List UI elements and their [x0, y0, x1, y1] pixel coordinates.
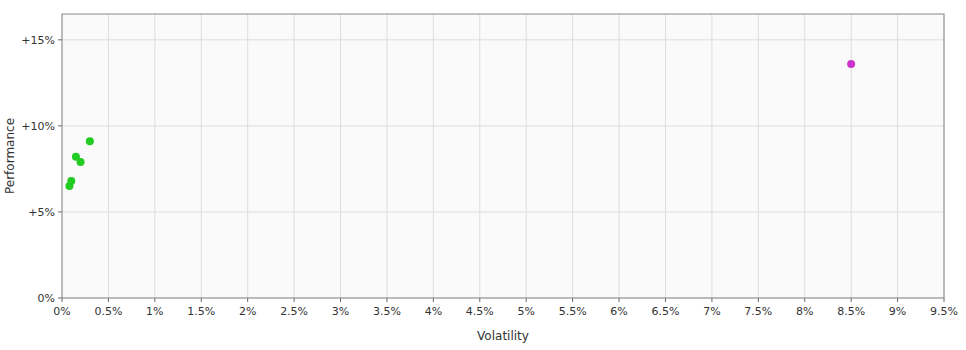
x-tick-label: 5%: [517, 305, 534, 318]
x-grid-line: [108, 14, 109, 298]
x-tick-mark: [758, 298, 759, 302]
x-tick-label: 4%: [425, 305, 442, 318]
x-grid-line: [340, 14, 341, 298]
x-grid-line: [711, 14, 712, 298]
x-tick-mark: [340, 298, 341, 302]
plot-frame: [62, 14, 944, 298]
x-tick-mark: [526, 298, 527, 302]
y-tick-mark: [58, 298, 62, 299]
x-axis-label: Volatility: [477, 329, 529, 343]
y-tick-mark: [58, 211, 62, 212]
x-tick-mark: [62, 298, 63, 302]
x-tick-label: 2.5%: [280, 305, 308, 318]
x-tick-mark: [294, 298, 295, 302]
x-tick-mark: [804, 298, 805, 302]
x-tick-label: 0%: [53, 305, 70, 318]
x-tick-label: 7.5%: [744, 305, 772, 318]
x-tick-label: 1.5%: [187, 305, 215, 318]
x-grid-line: [572, 14, 573, 298]
x-tick-label: 2%: [239, 305, 256, 318]
x-grid-line: [897, 14, 898, 298]
y-grid-line: [62, 39, 944, 40]
x-tick-mark: [433, 298, 434, 302]
x-grid-line: [758, 14, 759, 298]
x-grid-line: [247, 14, 248, 298]
axes: 0% 0.5% 1% 1.5% 2% 2.5% 3% 3.5% 4% 4.5% 5% 5.5% 6% 6.…: [21, 34, 958, 318]
x-grid-line: [619, 14, 620, 298]
y-tick-label: +5%: [28, 206, 55, 219]
y-tick-mark: [58, 125, 62, 126]
x-tick-mark: [572, 298, 573, 302]
x-tick-mark: [897, 298, 898, 302]
x-grid-line: [154, 14, 155, 298]
x-tick-mark: [108, 298, 109, 302]
points: [65, 60, 855, 190]
x-tick-label: 8.5%: [837, 305, 865, 318]
y-tick-label: 0%: [38, 292, 55, 305]
chart-container: 0% 0.5% 1% 1.5% 2% 2.5% 3% 3.5% 4% 4.5% 5% 5.5% 6% 6.…: [0, 0, 966, 350]
x-tick-mark: [201, 298, 202, 302]
x-tick-mark: [154, 298, 155, 302]
x-tick-label: 3%: [332, 305, 349, 318]
scatter-point: [86, 137, 94, 145]
x-tick-label: 6.5%: [651, 305, 679, 318]
x-tick-label: 4.5%: [466, 305, 494, 318]
y-grid-line: [62, 211, 944, 212]
x-tick-mark: [619, 298, 620, 302]
x-grid-line: [665, 14, 666, 298]
chart-svg: 0% 0.5% 1% 1.5% 2% 2.5% 3% 3.5% 4% 4.5% 5% 5.5% 6% 6.…: [0, 0, 966, 350]
x-tick-label: 7%: [703, 305, 720, 318]
scatter-point: [65, 182, 73, 190]
x-grid-line: [851, 14, 852, 298]
x-grid-line: [294, 14, 295, 298]
x-tick-mark: [944, 298, 945, 302]
x-tick-label: 0.5%: [94, 305, 122, 318]
x-tick-mark: [851, 298, 852, 302]
x-grid-line: [526, 14, 527, 298]
x-tick-mark: [711, 298, 712, 302]
y-tick-label: +10%: [21, 120, 55, 133]
x-tick-label: 5.5%: [559, 305, 587, 318]
x-grid-line: [201, 14, 202, 298]
series: [65, 137, 93, 190]
x-tick-label: 6%: [610, 305, 627, 318]
y-tick-mark: [58, 39, 62, 40]
x-tick-mark: [247, 298, 248, 302]
x-tick-mark: [479, 298, 480, 302]
x-tick-label: 1%: [146, 305, 163, 318]
x-grid-line: [386, 14, 387, 298]
y-axis-label: Performance: [3, 118, 17, 194]
x-tick-label: 9.5%: [930, 305, 958, 318]
x-tick-mark: [665, 298, 666, 302]
x-grid-line: [479, 14, 480, 298]
x-tick-label: 9%: [889, 305, 906, 318]
scatter-point: [77, 158, 85, 166]
x-tick-mark: [386, 298, 387, 302]
x-tick-label: 8%: [796, 305, 813, 318]
x-grid-line: [804, 14, 805, 298]
series: [847, 60, 855, 68]
y-tick-label: +15%: [21, 34, 55, 47]
y-grid-line: [62, 125, 944, 126]
x-tick-label: 3.5%: [373, 305, 401, 318]
plot-background: [62, 14, 944, 298]
grid: [62, 14, 944, 298]
scatter-point: [847, 60, 855, 68]
x-grid-line: [433, 14, 434, 298]
